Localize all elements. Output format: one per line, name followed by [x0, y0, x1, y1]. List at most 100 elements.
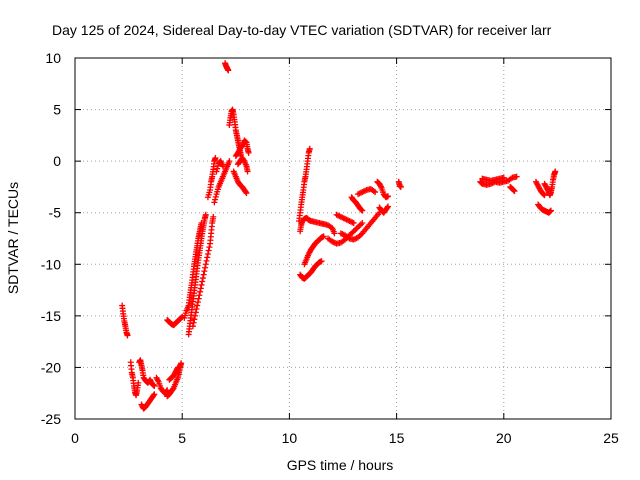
data-point: [358, 206, 365, 213]
grid: [75, 58, 611, 419]
data-point: [547, 207, 554, 214]
y-tick-label: 10: [45, 50, 61, 66]
data-point: [204, 250, 211, 257]
data-point: [356, 222, 363, 229]
data-point: [357, 231, 364, 238]
data-point: [190, 319, 197, 326]
data-point: [372, 189, 379, 196]
data-point: [154, 377, 161, 384]
data-point: [124, 332, 131, 339]
data-point: [203, 257, 210, 264]
data-point: [192, 312, 199, 319]
data-point: [192, 309, 199, 316]
data-point: [212, 196, 219, 203]
data-point: [359, 220, 366, 227]
y-axis: -25 -20 -15 -10 -5 0 5 10: [41, 50, 611, 427]
x-tick-label: 0: [71, 430, 79, 446]
data-point: [384, 204, 391, 211]
data-point: [214, 162, 221, 169]
data-point: [212, 193, 219, 200]
data-point: [242, 138, 249, 145]
data-point: [150, 392, 157, 399]
data-point: [385, 203, 392, 210]
data-point: [195, 295, 202, 302]
data-point: [511, 188, 518, 195]
data-point: [202, 211, 209, 218]
data-point: [194, 302, 201, 309]
data-point: [552, 168, 559, 175]
data-point: [349, 229, 356, 236]
data-point: [197, 285, 204, 292]
y-tick-label: -25: [41, 411, 61, 427]
data-point: [350, 220, 357, 227]
y-tick-label: -15: [41, 308, 61, 324]
data-point: [212, 155, 219, 162]
data-point: [242, 189, 249, 196]
data-point: [151, 391, 158, 398]
data-point: [214, 165, 221, 172]
data-point: [150, 382, 157, 389]
x-tick-label: 25: [603, 430, 619, 446]
data-point: [385, 193, 392, 200]
data-point: [397, 183, 404, 190]
data-point: [205, 247, 212, 254]
data-point: [196, 292, 203, 299]
y-tick-label: 0: [53, 153, 61, 169]
data-point: [541, 192, 548, 199]
y-tick-label: 5: [53, 102, 61, 118]
data-point: [352, 226, 359, 233]
x-axis: 0 5 10 15 20 25: [71, 58, 619, 446]
chart-title: Day 125 of 2024, Sidereal Day-to-day VTE…: [52, 22, 552, 38]
data-point: [178, 360, 185, 367]
data-point: [353, 225, 360, 232]
data-point: [200, 271, 207, 278]
data-point: [174, 364, 181, 371]
data-point: [211, 199, 218, 206]
x-tick-label: 20: [496, 430, 512, 446]
data-point: [210, 213, 217, 220]
data-point: [199, 275, 206, 282]
data-point: [320, 233, 327, 240]
data-point: [189, 323, 196, 330]
x-tick-label: 10: [282, 430, 298, 446]
y-tick-label: -20: [41, 359, 61, 375]
data-point: [350, 228, 357, 235]
data-point: [151, 382, 158, 389]
data-point: [352, 235, 359, 242]
y-tick-label: -5: [49, 205, 62, 221]
data-point: [243, 190, 250, 197]
data-point: [164, 387, 171, 394]
data-points: [119, 60, 559, 412]
data-point: [225, 67, 232, 74]
data-point: [202, 264, 209, 271]
data-point: [245, 149, 252, 156]
data-point: [202, 261, 209, 268]
x-tick-label: 15: [389, 430, 405, 446]
data-point: [500, 174, 507, 181]
x-tick-label: 5: [178, 430, 186, 446]
data-point: [206, 244, 213, 251]
data-point: [193, 305, 200, 312]
y-axis-label: SDTVAR / TECUs: [5, 182, 21, 294]
data-point: [357, 221, 364, 228]
data-point: [306, 145, 313, 152]
data-point: [201, 268, 208, 275]
data-point: [191, 316, 198, 323]
data-point: [547, 208, 554, 215]
data-point: [510, 187, 517, 194]
data-point: [197, 288, 204, 295]
y-tick-label: -10: [41, 256, 61, 272]
data-point: [331, 230, 338, 237]
data-point: [194, 299, 201, 306]
plot-frame: [74, 57, 612, 420]
data-point: [213, 168, 220, 175]
data-point: [163, 388, 170, 395]
data-point: [198, 281, 205, 288]
data-point: [226, 158, 233, 165]
data-point: [318, 258, 325, 265]
data-point: [355, 224, 362, 231]
data-point: [135, 379, 142, 386]
x-axis-label: GPS time / hours: [287, 457, 394, 473]
data-point: [219, 163, 226, 170]
